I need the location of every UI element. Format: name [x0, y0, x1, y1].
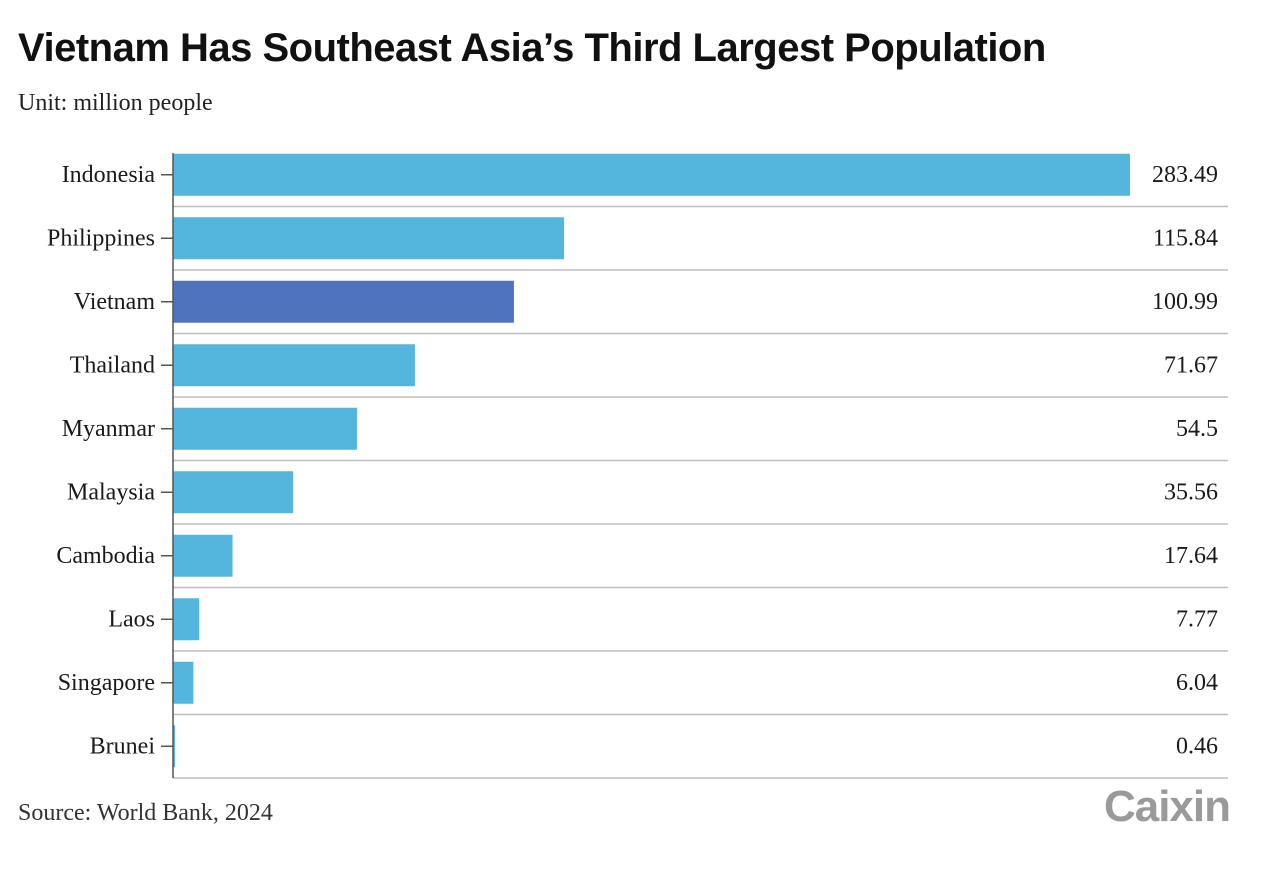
source-note: Source: World Bank, 2024 — [18, 800, 273, 826]
value-label: 35.56 — [1164, 479, 1218, 505]
value-label: 100.99 — [1152, 289, 1218, 315]
category-label: Laos — [108, 606, 155, 632]
bar-vietnam — [173, 280, 514, 323]
category-label: Philippines — [47, 225, 155, 251]
category-label: Myanmar — [62, 416, 155, 442]
value-label: 0.46 — [1176, 733, 1218, 759]
chart-subtitle: Unit: million people — [18, 90, 213, 116]
value-label: 71.67 — [1164, 352, 1218, 378]
category-label: Cambodia — [56, 543, 155, 569]
bar-malaysia — [173, 471, 294, 514]
category-label: Singapore — [58, 670, 155, 696]
category-label: Vietnam — [74, 289, 156, 315]
value-label: 6.04 — [1176, 670, 1218, 696]
chart-title: Vietnam Has Southeast Asia’s Third Large… — [18, 26, 1046, 70]
bar-myanmar — [173, 407, 357, 450]
bar-thailand — [173, 344, 415, 387]
bar-cambodia — [173, 534, 233, 577]
category-label: Malaysia — [67, 479, 155, 505]
value-label: 283.49 — [1152, 162, 1218, 188]
value-label: 17.64 — [1164, 543, 1218, 569]
bar-singapore — [173, 661, 194, 704]
category-label: Thailand — [70, 352, 155, 378]
value-label: 115.84 — [1153, 225, 1218, 251]
value-label: 7.77 — [1176, 606, 1218, 632]
bar-brunei — [173, 725, 175, 768]
bar-laos — [173, 598, 200, 641]
bar-philippines — [173, 217, 565, 260]
category-label: Indonesia — [62, 162, 156, 188]
caixin-logo: Caixin — [1103, 782, 1231, 831]
value-label: 54.5 — [1176, 416, 1218, 442]
bar-indonesia — [173, 153, 1130, 196]
category-label: Brunei — [90, 733, 156, 759]
